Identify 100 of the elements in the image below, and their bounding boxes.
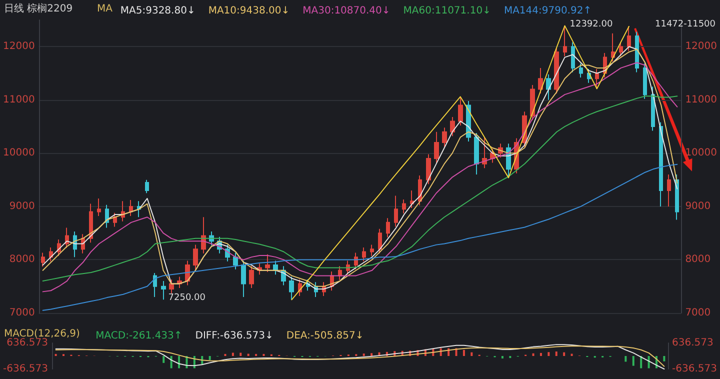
- bar: [532, 353, 534, 356]
- y-tick-label: 8000: [9, 254, 35, 266]
- candlestick: [635, 31, 639, 73]
- candlestick: [265, 254, 270, 272]
- y-tick-label: -636.573: [2, 364, 48, 374]
- line-series: [291, 25, 630, 300]
- candlestick: [627, 26, 631, 52]
- text: MA10:9438.00↓: [208, 6, 290, 16]
- candlestick: [450, 116, 455, 137]
- bar: [663, 356, 666, 362]
- annotation: 12392.00: [570, 19, 613, 30]
- y2-tick-label: 636.573: [672, 338, 714, 348]
- y-tick-label: 11000: [3, 94, 35, 106]
- bar: [208, 356, 211, 360]
- bar: [548, 352, 550, 356]
- candlestick: [675, 174, 679, 220]
- candlestick: [41, 252, 45, 268]
- candlestick: [105, 204, 109, 228]
- candlestick: [273, 260, 278, 276]
- candlestick: [113, 212, 117, 228]
- candlestick: [643, 63, 647, 100]
- series-label: DIFF:-636.573↓: [195, 330, 274, 342]
- y2-tick-label: 12000: [685, 41, 717, 52]
- candlestick: [571, 42, 575, 73]
- bar: [162, 356, 165, 363]
- candlestick: [530, 84, 535, 121]
- bar: [624, 356, 627, 362]
- candlestick: [233, 252, 238, 270]
- text: MA30:10870.40↓: [302, 6, 390, 16]
- line-series: [42, 164, 678, 311]
- candlestick: [129, 200, 133, 217]
- y-tick-label: 7000: [9, 308, 35, 318]
- annotation: 11472-11500: [655, 20, 716, 30]
- y2-tick-label: 8000: [685, 254, 711, 266]
- annotation: 7250.00: [168, 293, 206, 304]
- line-series: [42, 96, 678, 282]
- candlestick: [426, 154, 431, 185]
- chart-title: 日线 棕榈2209: [4, 2, 73, 14]
- candlestick: [49, 246, 53, 262]
- candlestick: [554, 47, 559, 94]
- candlestick: [619, 42, 623, 57]
- candlestick: [161, 280, 166, 300]
- candlestick: [338, 266, 342, 280]
- bar: [563, 352, 566, 356]
- text: MA144:9790.92↑: [504, 6, 592, 16]
- candlestick: [169, 278, 174, 294]
- y-tick-label: 12000: [3, 41, 35, 52]
- series-label: MACD:-261.433↑: [96, 330, 182, 342]
- candlestick: [193, 244, 198, 270]
- candlestick: [434, 131, 439, 164]
- candlestick: [153, 272, 157, 298]
- bar: [648, 356, 650, 368]
- y2-tick-label: 7000: [685, 308, 711, 318]
- candlestick: [394, 195, 398, 228]
- bar: [540, 352, 542, 356]
- bar: [178, 356, 180, 368]
- bar: [470, 352, 473, 356]
- candlestick: [241, 260, 246, 298]
- bar: [240, 352, 242, 356]
- candlestick: [538, 67, 543, 94]
- bar: [632, 356, 634, 366]
- candlestick: [595, 68, 599, 90]
- candlestick: [546, 74, 551, 100]
- candlestick: [354, 252, 358, 270]
- series-label: DEA:-505.857↓: [286, 330, 364, 342]
- candlestick: [378, 228, 382, 254]
- candlestick: [249, 266, 254, 288]
- candlestick: [458, 96, 463, 126]
- y-tick-label: 636.573: [6, 338, 48, 348]
- bar: [232, 352, 234, 356]
- y-tick-label: 10000: [3, 148, 35, 159]
- y2-tick-label: 11000: [685, 94, 717, 106]
- candlestick: [97, 198, 101, 217]
- candlestick: [611, 32, 615, 62]
- legend-title: MA: [97, 4, 113, 14]
- candlestick: [474, 132, 479, 175]
- candlestick: [402, 199, 406, 214]
- candlestick: [659, 122, 663, 207]
- candlestick: [667, 174, 671, 207]
- candlestick: [410, 190, 414, 209]
- candlestick: [89, 203, 93, 244]
- candlestick: [145, 179, 149, 194]
- y2-tick-label: 9000: [685, 200, 711, 212]
- candlestick: [362, 246, 366, 262]
- bar: [555, 352, 558, 356]
- bar: [462, 350, 465, 356]
- candlestick: [579, 63, 583, 78]
- candlestick: [563, 25, 567, 57]
- y2-tick-label: -636.573: [672, 364, 718, 374]
- candlestick: [442, 127, 447, 148]
- text: MA5:9328.80↓: [120, 6, 196, 16]
- candlestick: [651, 86, 655, 132]
- text: MA60:11071.10↓: [403, 6, 491, 16]
- candlestick: [289, 276, 294, 300]
- candlestick: [370, 244, 374, 256]
- candlestick: [482, 136, 487, 169]
- y2-tick-label: 10000: [685, 148, 717, 159]
- y-tick-label: 9000: [9, 200, 35, 212]
- bar: [370, 353, 373, 356]
- candlestick: [386, 218, 390, 238]
